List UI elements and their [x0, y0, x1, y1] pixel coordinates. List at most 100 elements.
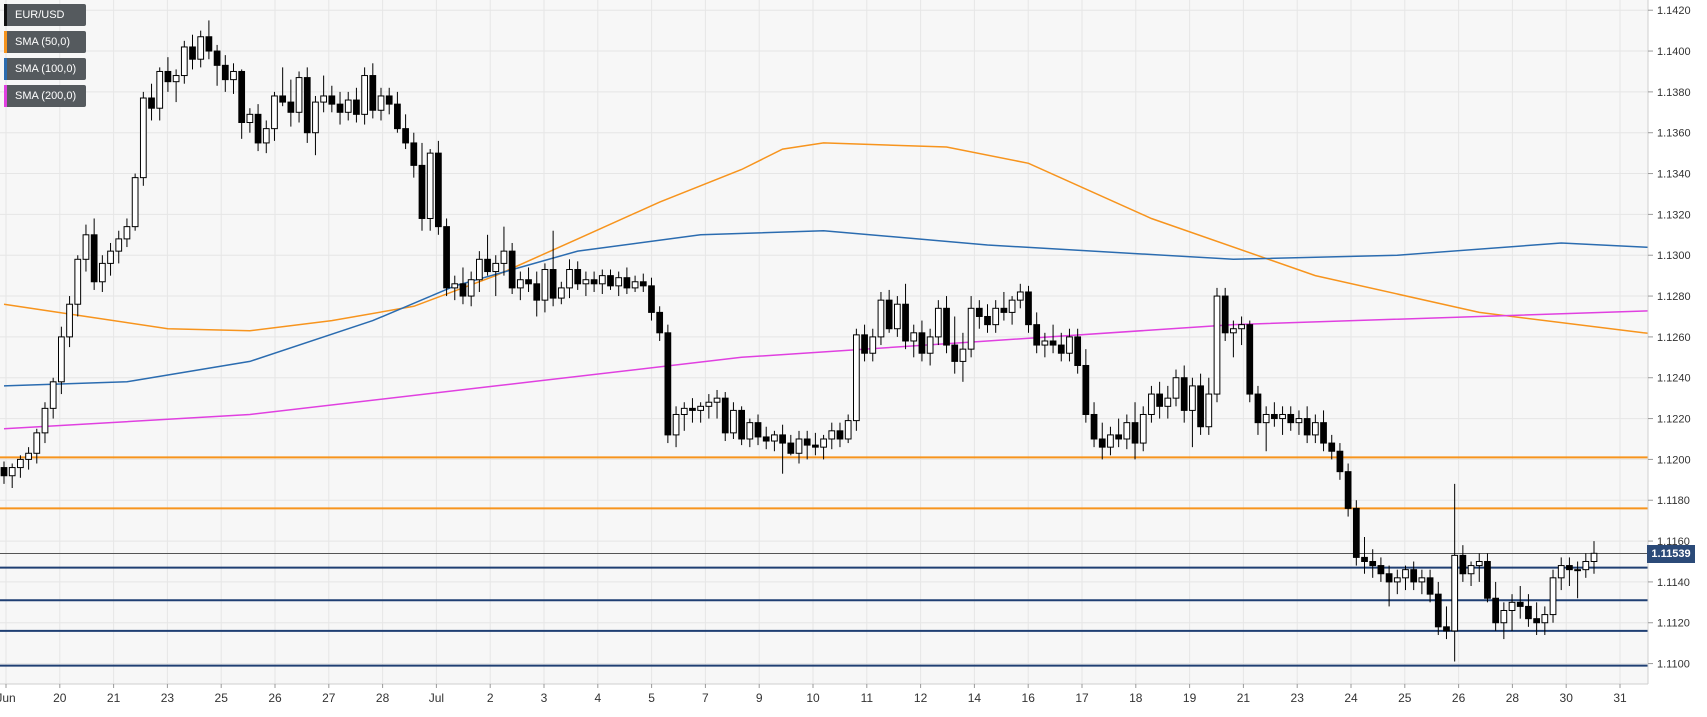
- candle: [787, 434, 795, 456]
- candle-body: [836, 430, 844, 440]
- candle-body: [1566, 565, 1573, 571]
- candle-body: [975, 307, 983, 317]
- candle: [320, 75, 328, 113]
- candle: [1066, 328, 1073, 362]
- y-axis-panel: [1648, 0, 1707, 712]
- candle-body: [1443, 626, 1450, 632]
- candle-body: [246, 113, 254, 124]
- sma-line: [3, 229, 1707, 387]
- candle-body: [1262, 413, 1270, 424]
- candle: [1246, 320, 1254, 403]
- candle-body: [631, 281, 639, 289]
- x-tick-label: 25: [215, 691, 229, 705]
- candle: [1180, 365, 1188, 423]
- candle-body: [484, 258, 491, 273]
- candle-body: [754, 422, 762, 438]
- candle-body: [664, 332, 672, 436]
- candle-body: [1590, 552, 1598, 562]
- legend-item-sma200[interactable]: SMA (200,0): [4, 85, 87, 107]
- candle-body: [1426, 577, 1434, 595]
- candle: [1377, 557, 1385, 582]
- candle: [1156, 381, 1163, 419]
- candle: [17, 455, 24, 478]
- candle: [1197, 373, 1204, 435]
- candle: [1336, 443, 1344, 480]
- candle-body: [1418, 577, 1426, 583]
- x-tick-label: 21: [1237, 691, 1251, 705]
- candle-body: [156, 70, 164, 109]
- candle-body: [328, 95, 336, 105]
- candle: [1164, 385, 1172, 419]
- candle: [689, 398, 696, 423]
- candle: [779, 424, 786, 474]
- candle-body: [902, 303, 909, 342]
- candle: [197, 30, 205, 68]
- candle-body: [82, 234, 90, 260]
- candle-body: [1008, 299, 1016, 313]
- candle: [812, 432, 819, 456]
- candle: [541, 263, 549, 313]
- x-tick-label: 26: [1452, 691, 1466, 705]
- candle-body: [66, 303, 73, 338]
- candle: [1484, 553, 1491, 603]
- candle: [287, 79, 295, 127]
- candle: [1139, 406, 1147, 452]
- candle-body: [1016, 291, 1024, 301]
- candle: [1369, 549, 1377, 578]
- candle: [33, 428, 41, 464]
- candle: [853, 328, 860, 431]
- candle-body: [516, 279, 524, 289]
- x-tick-label: 5: [648, 691, 655, 705]
- candle-body: [295, 77, 303, 113]
- candle-body: [312, 101, 319, 134]
- candle-body: [271, 95, 278, 130]
- candle: [951, 316, 959, 374]
- candle: [394, 91, 401, 133]
- candle-body: [795, 438, 803, 454]
- candle-body: [1541, 614, 1549, 624]
- x-tick-label: 24: [1344, 691, 1358, 705]
- candle: [1057, 332, 1065, 362]
- legend-label: SMA (100,0): [15, 63, 77, 75]
- legend-item-sma50[interactable]: SMA (50,0): [4, 31, 86, 53]
- candle-body: [435, 152, 442, 228]
- candle-body: [525, 279, 532, 285]
- candle-body: [967, 307, 975, 350]
- candle: [697, 402, 705, 423]
- candle-body: [172, 75, 180, 83]
- candle-body: [1385, 573, 1393, 583]
- candle-body: [1107, 434, 1114, 448]
- candle: [746, 418, 754, 448]
- candle: [0, 461, 8, 484]
- candle: [402, 114, 409, 150]
- candle-body: [164, 70, 172, 83]
- candle-body: [1172, 377, 1180, 399]
- candle: [566, 259, 573, 299]
- candle: [246, 108, 254, 133]
- candle-body: [1377, 565, 1385, 575]
- candle-body: [1320, 422, 1327, 444]
- candle: [1221, 287, 1229, 341]
- plot-background: [0, 0, 1648, 684]
- grid-layer: [0, 0, 1648, 684]
- x-tick-label: 14: [968, 691, 982, 705]
- candle-body: [90, 234, 98, 283]
- candle-body: [1361, 556, 1368, 562]
- candle-body: [262, 128, 270, 144]
- candle-body: [1025, 291, 1032, 326]
- candle-body: [779, 434, 786, 444]
- candle-body: [959, 348, 967, 362]
- candle-body: [279, 95, 287, 103]
- candle-body: [1156, 393, 1163, 407]
- candle: [705, 394, 713, 419]
- candle: [58, 326, 65, 395]
- candle-body: [557, 287, 565, 299]
- candle-body: [1164, 397, 1172, 407]
- x-tick-label: 9: [756, 691, 763, 705]
- candle: [1549, 569, 1557, 623]
- candle: [172, 69, 180, 103]
- legend-item-sma100[interactable]: SMA (100,0): [4, 58, 87, 80]
- y-tick-label: 1.1300: [1657, 250, 1691, 262]
- candle: [992, 300, 1000, 333]
- legend-item-eurusd[interactable]: EUR/USD: [4, 4, 86, 26]
